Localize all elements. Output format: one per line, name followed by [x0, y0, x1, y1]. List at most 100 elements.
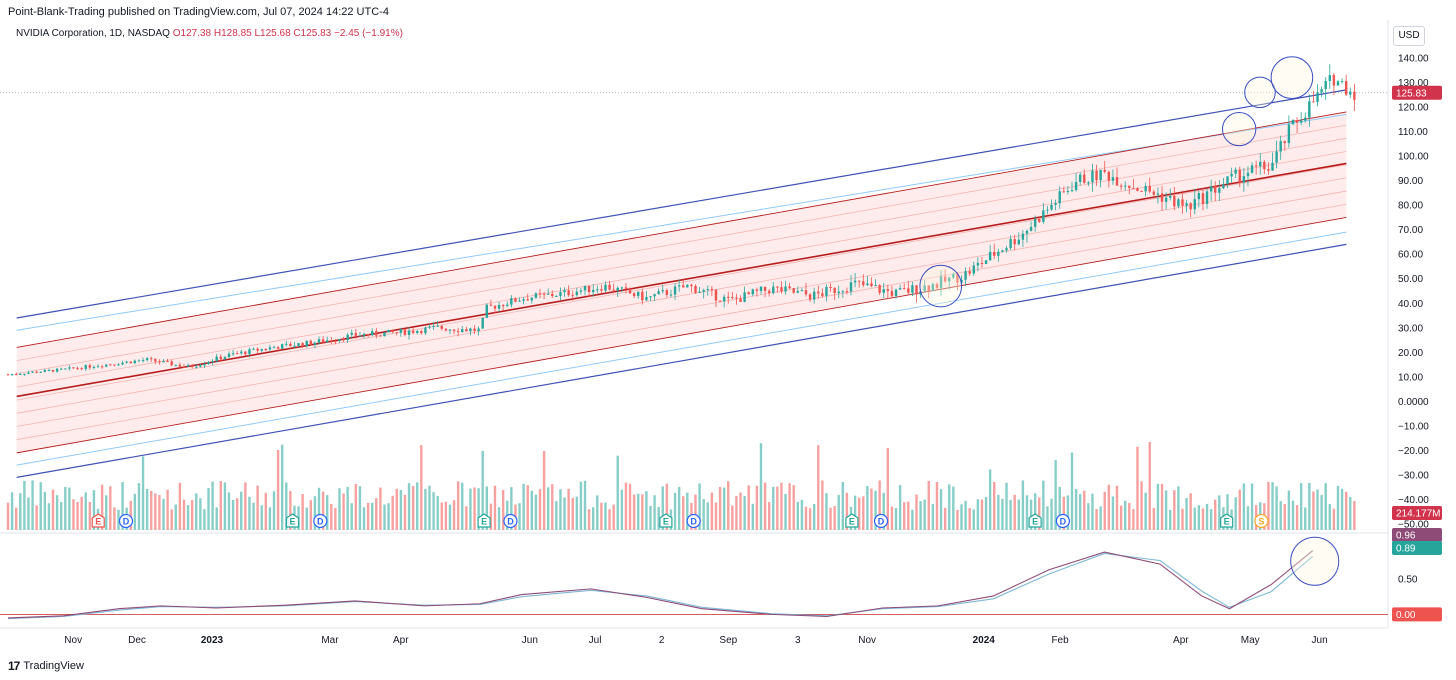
- candle-body: [1246, 172, 1250, 177]
- dividend-marker: D: [507, 517, 514, 527]
- volume-bar: [853, 495, 857, 530]
- candle-body: [178, 364, 182, 367]
- volume-bar: [792, 485, 795, 530]
- volume-bar: [1226, 494, 1229, 530]
- volume-bar: [1304, 507, 1307, 530]
- candle-body: [1238, 169, 1241, 183]
- currency-selector[interactable]: USD: [1393, 26, 1425, 46]
- volume-bar: [313, 496, 317, 530]
- candle-body: [473, 328, 476, 331]
- candle-body: [759, 286, 763, 291]
- volume-bar: [546, 487, 550, 530]
- y-tick-label: 40.00: [1398, 299, 1423, 310]
- volume-bar: [1328, 504, 1332, 530]
- candle-body: [420, 331, 423, 334]
- candle-body: [1218, 188, 1221, 193]
- volume-bar: [866, 485, 869, 530]
- candle-body: [849, 282, 853, 292]
- volume-bar: [481, 450, 484, 530]
- volume-bar: [1181, 508, 1184, 530]
- volume-bar: [387, 503, 390, 530]
- volume-bar: [76, 501, 79, 530]
- candle-body: [1066, 190, 1070, 192]
- candle-body: [244, 351, 247, 355]
- candle-body: [522, 299, 525, 301]
- candle-body: [698, 291, 701, 293]
- volume-bar: [68, 487, 71, 530]
- volume-bar: [510, 487, 513, 530]
- candle-body: [1250, 165, 1254, 173]
- volume-bar: [215, 507, 218, 530]
- candle-body: [624, 287, 628, 289]
- candle-body: [559, 292, 562, 296]
- volume-bar: [1009, 500, 1012, 530]
- candle-body: [1344, 81, 1348, 95]
- ohlc-low: L125.68: [254, 28, 291, 39]
- volume-bar: [1287, 490, 1291, 530]
- volume-bar: [154, 493, 157, 530]
- candle-body: [162, 361, 165, 363]
- volume-bar: [379, 487, 382, 530]
- candle-body: [1119, 185, 1123, 187]
- candle-body: [821, 293, 824, 296]
- volume-bar: [874, 490, 877, 530]
- candle-body: [92, 367, 96, 369]
- candle-body: [444, 328, 448, 331]
- candle-body: [853, 280, 857, 283]
- candle-body: [673, 286, 677, 295]
- candle-body: [1308, 101, 1311, 118]
- candle-body: [796, 290, 800, 293]
- candle-body: [665, 290, 669, 295]
- ohlc-high: H128.85: [213, 28, 252, 39]
- volume-bar: [1132, 509, 1135, 530]
- candle-body: [718, 300, 722, 302]
- split-marker: S: [1258, 517, 1264, 527]
- volume-bar: [571, 497, 574, 530]
- candle-body: [371, 331, 374, 336]
- volume-bar: [661, 486, 664, 530]
- volume-bar: [808, 508, 812, 530]
- volume-bar: [35, 505, 38, 530]
- volume-bar: [747, 485, 750, 530]
- volume-bar: [1169, 509, 1172, 530]
- candle-body: [305, 340, 308, 347]
- y-tick-label: 110.00: [1398, 127, 1428, 138]
- volume-bar: [1279, 501, 1282, 530]
- candle-body: [399, 329, 403, 333]
- volume-bar: [575, 496, 579, 530]
- candle-body: [608, 284, 611, 290]
- volume-bar: [763, 482, 767, 530]
- candle-body: [416, 331, 419, 333]
- volume-bar: [289, 491, 292, 530]
- volume-bar: [436, 495, 439, 530]
- candle-body: [391, 329, 394, 333]
- ohlc-change: −2.45 (−1.91%): [334, 28, 403, 39]
- candle-body: [1005, 248, 1008, 251]
- y-tick-label: 90.00: [1398, 176, 1423, 187]
- candle-body: [772, 286, 775, 293]
- candle-body: [776, 286, 779, 288]
- volume-bar: [976, 499, 980, 530]
- candle-body: [1349, 91, 1352, 95]
- candle-body: [1038, 218, 1041, 222]
- volume-bar: [260, 505, 263, 530]
- dividend-marker-shape: [873, 513, 889, 529]
- volume-bar: [276, 449, 280, 530]
- candle-body: [105, 364, 108, 367]
- channel-outer-upper: [16, 89, 1347, 319]
- volume-bar: [137, 483, 141, 530]
- candle-body: [137, 360, 141, 362]
- candle-body: [338, 339, 341, 341]
- x-tick-label: Nov: [858, 635, 876, 646]
- dividend-marker: D: [878, 517, 885, 527]
- candle-body: [301, 343, 304, 347]
- volume-bar: [190, 500, 194, 530]
- volume-bar: [485, 486, 488, 530]
- volume-bar: [1185, 498, 1188, 530]
- candle-body: [788, 286, 791, 289]
- volume-bar: [231, 499, 235, 530]
- candle-body: [514, 298, 517, 302]
- candle-body: [1091, 170, 1094, 183]
- candle-body: [240, 351, 243, 354]
